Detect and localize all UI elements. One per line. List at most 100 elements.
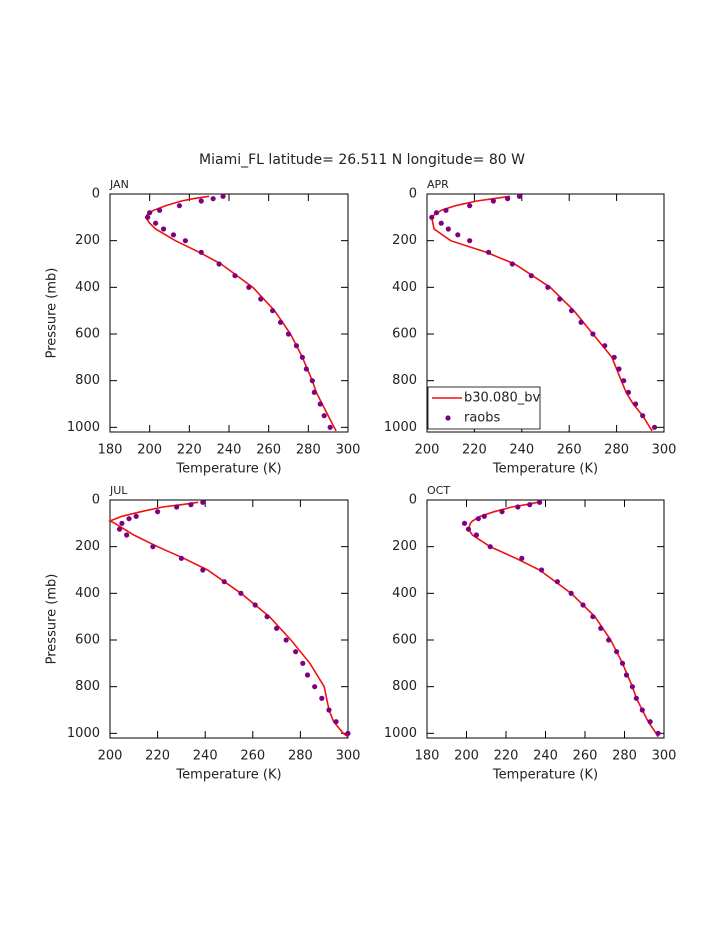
raob-point [632,401,639,407]
raob-point [156,207,163,213]
y-tick-label: 0 [92,493,100,508]
x-tick-label: 260 [256,443,281,458]
raob-point [519,555,525,561]
raob-point [578,319,584,325]
raob-point [321,413,327,419]
y-tick-label: 800 [75,373,100,388]
raob-point [309,378,315,384]
raob-point [220,193,226,199]
raob-point [455,232,461,238]
raob-point [504,196,511,202]
raob-point [625,389,632,395]
x-tick-label: 300 [652,443,677,458]
raob-point [467,238,473,244]
panel-title: JUL [109,484,128,497]
raob-point [438,220,444,226]
y-tick-label: 400 [392,280,417,295]
raob-point [516,193,523,199]
y-tick-label: 1000 [384,420,417,435]
y-tick-label: 0 [409,493,417,508]
raob-point [116,526,123,532]
raob-point [285,331,292,337]
raob-point [238,590,244,596]
y-tick-label: 200 [75,539,100,554]
raob-point [486,249,492,255]
x-tick-label: 240 [193,749,218,764]
raob-point [557,296,563,302]
raob-point [170,232,177,238]
raob-point [150,544,156,550]
raob-point [319,695,325,701]
raob-point [606,637,612,643]
y-tick-label: 1000 [67,420,100,435]
x-tick-label: 240 [509,443,534,458]
y-axis-label: Pressure (mb) [45,268,60,359]
x-tick-label: 280 [288,749,313,764]
raob-point [619,660,626,666]
x-tick-label: 300 [652,749,677,764]
raob-point [616,366,622,372]
y-tick-label: 1000 [384,726,417,741]
raob-point [487,544,493,550]
raob-point [232,273,238,279]
raob-point [473,532,479,538]
raob-point [527,502,533,508]
raob-point [639,707,645,713]
x-tick-label: 260 [573,749,598,764]
raob-point [293,649,299,655]
y-tick-label: 400 [392,586,417,601]
raob-point [264,614,270,620]
raob-point [155,509,161,515]
x-tick-label: 300 [336,749,361,764]
raob-point [119,520,125,526]
raob-point [623,672,630,678]
raob-point [198,249,204,255]
raob-point [145,214,151,220]
raob-point [655,730,661,736]
x-axis-label: Temperature (K) [492,462,598,477]
y-tick-label: 600 [392,633,417,648]
x-tick-label: 200 [454,749,479,764]
raob-point [312,684,318,690]
legend-label: raobs [464,411,501,426]
raob-point [188,502,194,508]
legend-box [427,386,541,430]
x-tick-label: 280 [612,749,637,764]
raob-point [345,730,351,736]
raob-point [303,366,309,372]
x-tick-label: 220 [145,749,170,764]
x-axis-label: Temperature (K) [175,462,281,477]
figure-title: Miami_FL latitude= 26.511 N longitude= 8… [199,152,525,168]
raob-point [602,343,608,349]
raob-point [647,719,653,725]
raob-point [216,261,222,267]
raob-point [633,695,639,701]
raob-point [467,203,473,209]
plot-frame [109,193,349,433]
model-line [467,501,659,738]
y-tick-label: 600 [392,327,417,342]
y-tick-label: 400 [75,586,100,601]
raob-point [221,579,227,585]
raob-point [554,579,560,585]
raob-point [124,532,130,538]
raob-point [258,296,264,302]
raob-point [333,719,339,725]
y-tick-label: 0 [409,187,417,202]
x-tick-label: 280 [296,443,321,458]
y-tick-label: 400 [75,280,100,295]
raob-point [568,590,574,596]
raob-point [198,198,204,204]
legend-dot [445,415,451,421]
raob-point [528,273,534,279]
raob-point [590,331,596,337]
raob-point [200,499,206,505]
raob-point [515,504,521,510]
raob-point [509,261,515,267]
raob-point [443,207,449,213]
raob-point [174,504,180,510]
raob-point [651,424,658,430]
raob-point [252,602,258,608]
panel-title: JAN [109,178,129,191]
panel-title: OCT [427,484,450,497]
